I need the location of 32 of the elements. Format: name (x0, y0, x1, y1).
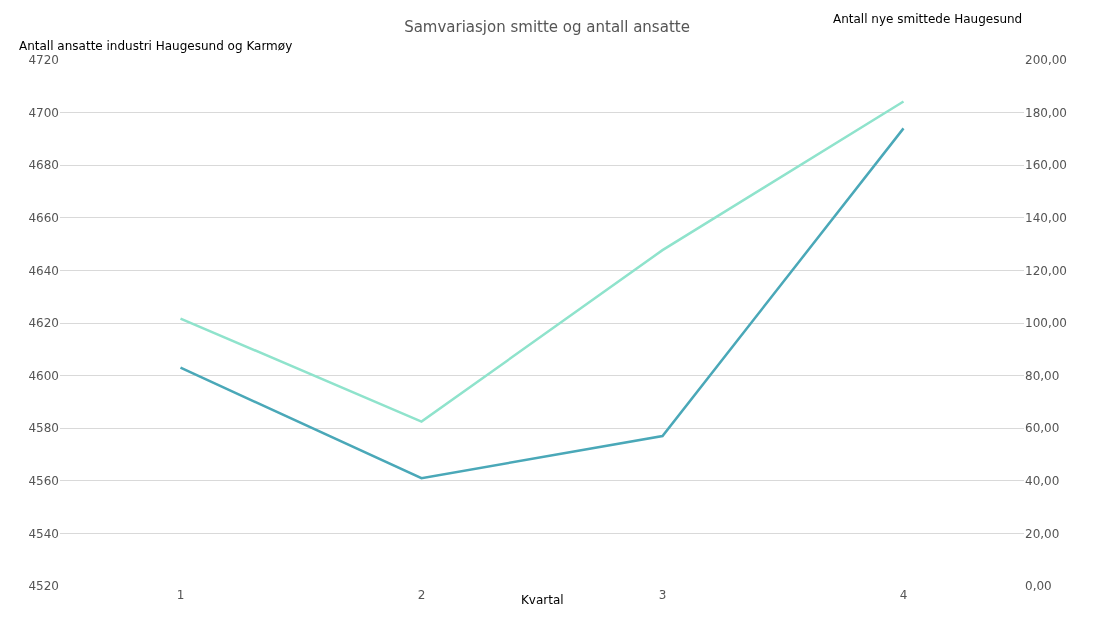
y-tick-label: 4660 (28, 211, 59, 225)
y2-tick-label: 60,00 (1025, 421, 1060, 436)
y-tick-label: 4700 (28, 105, 59, 120)
y-tick-label: 4680 (28, 158, 59, 173)
y-tick-label: 4540 (28, 526, 59, 541)
y-axis-title: Antall ansatte industri Haugesund og Karmøy (19, 39, 293, 53)
y2-tick-label: 160,00 (1025, 158, 1067, 173)
y-tick-label: 4580 (28, 421, 59, 436)
line-series (179, 100, 905, 423)
y2-tick-label: 200,00 (1025, 53, 1067, 68)
y2-tick-label: 180,00 (1025, 105, 1067, 120)
chart-title: Samvariasjon smitte og antall ansatte (404, 18, 690, 37)
y2-tick-label: 20,00 (1025, 526, 1060, 541)
x-tick-label: 3 (658, 588, 667, 602)
y2-tick-label: 120,00 (1025, 263, 1067, 278)
y-tick-label: 4520 (28, 579, 59, 594)
y-tick-label: 4720 (28, 53, 59, 68)
y2-axis-title: Antall nye smittede Haugesund (833, 12, 1023, 26)
y-tick-label: 4600 (28, 368, 59, 383)
y2-tick-label: 40,00 (1025, 474, 1060, 488)
y2-tick-label: 0,00 (1025, 579, 1052, 594)
x-tick-label: 1 (176, 588, 185, 602)
y-tick-label: 4560 (28, 474, 59, 488)
x-tick-label: 2 (417, 588, 426, 602)
y2-tick-label: 100,00 (1025, 316, 1067, 331)
x-axis-title: Kvartal (521, 593, 564, 607)
line-series (179, 127, 905, 480)
y-tick-label: 4620 (28, 316, 59, 331)
y-tick-label: 4640 (28, 263, 59, 278)
x-tick-label: 4 (899, 588, 908, 602)
y2-tick-label: 80,00 (1025, 368, 1060, 383)
y2-tick-label: 140,00 (1025, 211, 1067, 225)
